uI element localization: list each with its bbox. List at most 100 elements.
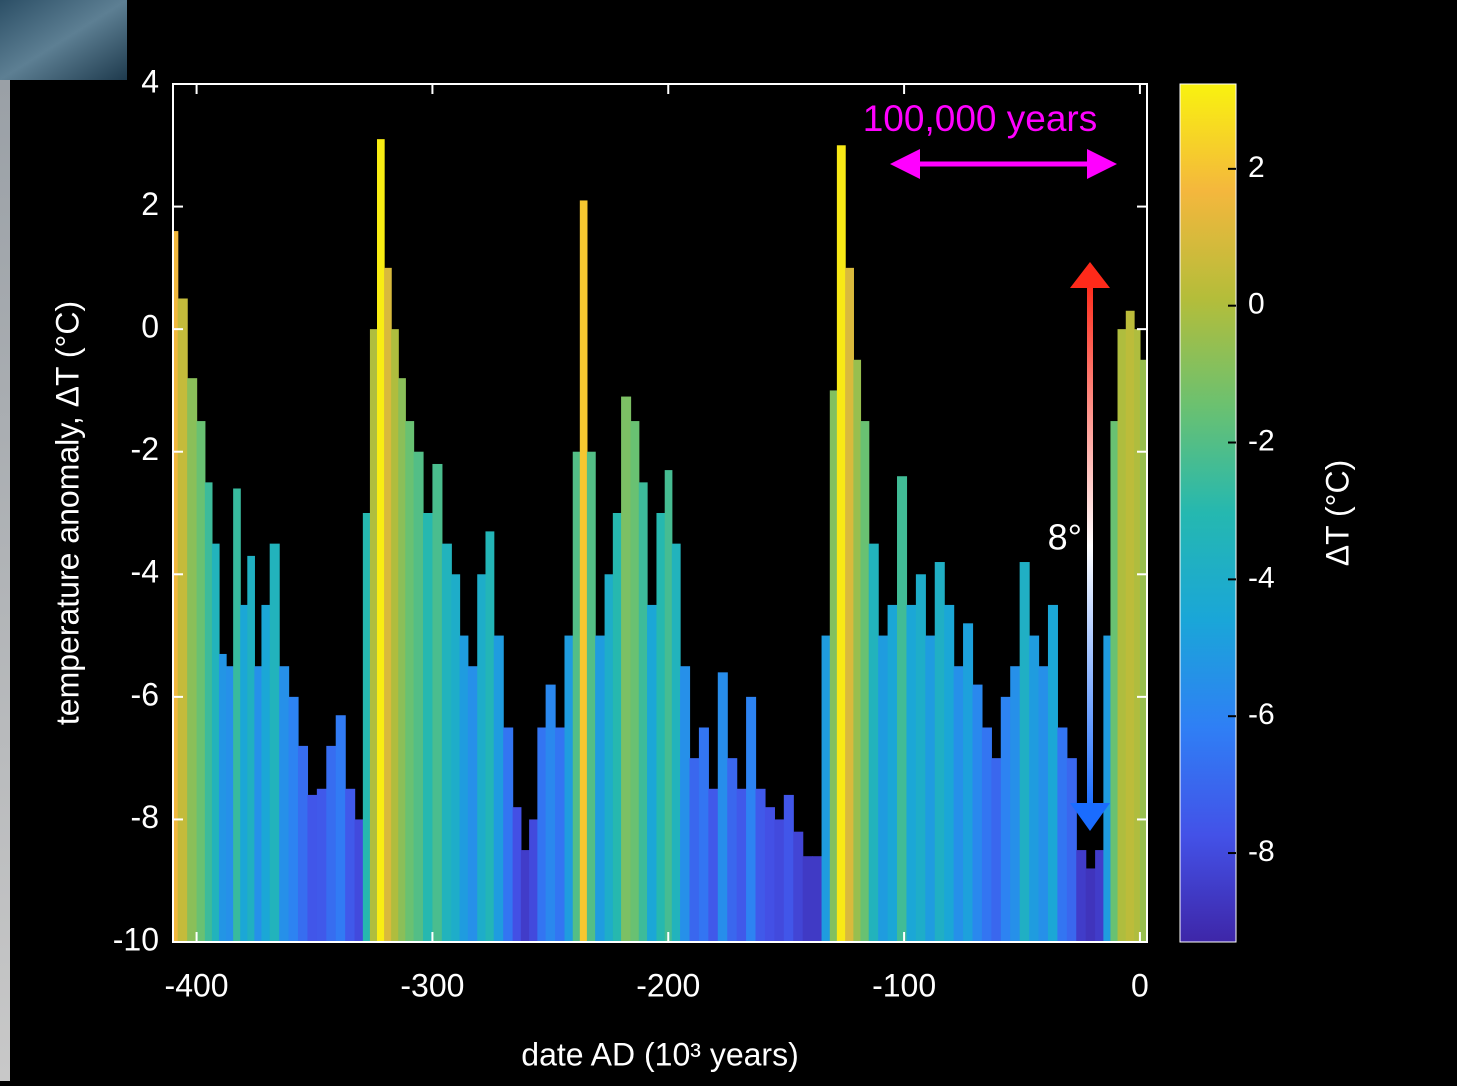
bar (774, 819, 785, 942)
bar (972, 684, 983, 942)
bar (1103, 635, 1112, 942)
bar (187, 378, 198, 942)
bar (1010, 666, 1021, 942)
bar (671, 543, 681, 942)
colorbar-tick-label: 2 (1248, 151, 1265, 184)
bar (1066, 758, 1077, 942)
arrow-head-down (1070, 803, 1110, 831)
bar (963, 623, 974, 942)
background-photo (0, 0, 127, 80)
bar (708, 788, 719, 942)
bar (173, 231, 179, 942)
bar (829, 390, 838, 942)
colorbar-tick-label: 0 (1248, 288, 1265, 321)
bar (384, 267, 392, 942)
bar (906, 604, 917, 942)
bar (1085, 868, 1096, 942)
bar (240, 604, 248, 942)
bar (441, 543, 452, 942)
bar (279, 666, 290, 942)
colorbar (1179, 83, 1237, 943)
bar (836, 145, 846, 942)
bar (369, 329, 378, 942)
bar (853, 359, 862, 942)
bar (467, 666, 478, 942)
bar (783, 794, 794, 942)
bar (529, 819, 538, 942)
colorbar-tick-label: -6 (1248, 698, 1275, 731)
bar (680, 666, 691, 942)
bar (868, 543, 879, 942)
x-tick-label: -400 (165, 967, 229, 1003)
x-tick-label: -200 (636, 967, 700, 1003)
annotation: 8° (1048, 517, 1082, 558)
bar (604, 574, 614, 942)
bar (746, 696, 757, 942)
bar (432, 463, 443, 942)
bar (878, 635, 889, 942)
bar (254, 666, 263, 942)
bar (698, 727, 709, 942)
x-tick-label: -300 (400, 967, 464, 1003)
bar (422, 513, 434, 942)
bar (226, 666, 234, 942)
bar (793, 831, 804, 942)
bar (944, 604, 955, 942)
bar (196, 421, 206, 942)
bar (887, 604, 898, 942)
bar (520, 850, 530, 942)
bar (821, 635, 831, 942)
arrow-head-up (1070, 262, 1110, 288)
bar (288, 696, 299, 942)
x-tick-label: 0 (1131, 967, 1149, 1003)
bar (261, 604, 271, 942)
bar (512, 807, 522, 942)
bar (755, 788, 766, 942)
colorbar-tick-label: -4 (1248, 561, 1275, 594)
bar (1125, 310, 1135, 942)
bar (656, 513, 666, 942)
y-tick-label: -8 (131, 799, 159, 835)
bar (1038, 666, 1049, 942)
annotation: 100,000 years (863, 98, 1098, 139)
bars (173, 139, 1147, 942)
bar (247, 555, 255, 942)
bar (204, 482, 213, 942)
bar (802, 856, 813, 942)
bar (398, 378, 406, 942)
y-tick-label: 0 (141, 309, 159, 345)
bar (612, 513, 622, 942)
bar (218, 653, 227, 942)
bar (736, 788, 747, 942)
bar (297, 745, 309, 942)
y-tick-label: -4 (131, 554, 159, 590)
bar (915, 574, 926, 942)
bar (564, 635, 574, 942)
bar (991, 758, 1002, 942)
background-strip (0, 80, 10, 1081)
y-tick-label: 2 (141, 186, 159, 222)
bar (1117, 329, 1127, 942)
bar (1076, 850, 1087, 942)
bar (316, 788, 327, 942)
bar (572, 451, 581, 942)
bar (1000, 696, 1011, 942)
bar (621, 396, 632, 942)
bar (1095, 850, 1104, 942)
bar (345, 788, 356, 942)
bar (326, 745, 337, 942)
bar (579, 200, 588, 942)
y-tick-label: -6 (131, 676, 159, 712)
bar (405, 421, 415, 942)
y-tick-label: -10 (113, 921, 159, 957)
bar (413, 451, 424, 942)
bar (451, 574, 461, 942)
bar (233, 488, 241, 942)
bar (717, 672, 728, 942)
colorbar-tick-label: -2 (1248, 424, 1275, 457)
bar (764, 807, 775, 942)
colorbar-label: ΔT (°C) (1319, 460, 1355, 566)
colorbar-tick-label: -8 (1248, 835, 1275, 868)
plot-frame (172, 83, 1148, 943)
